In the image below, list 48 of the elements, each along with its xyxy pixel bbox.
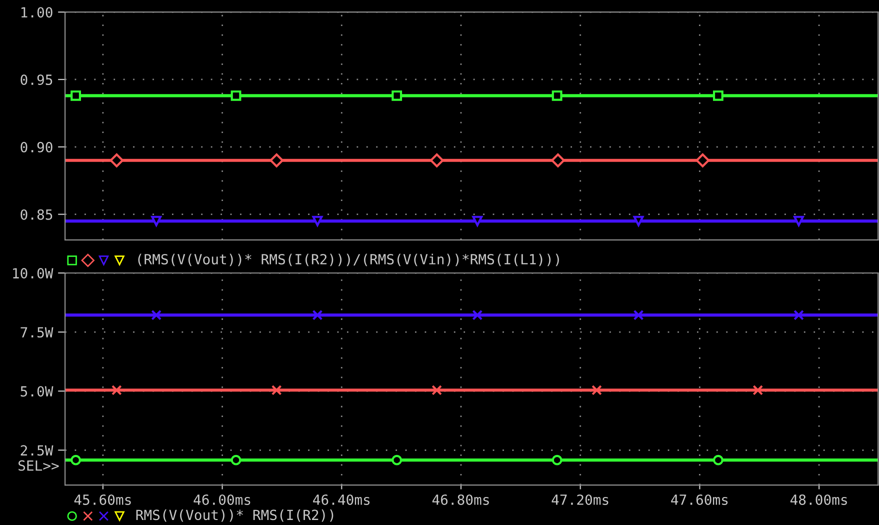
x-axis-title: (RMS(V(Vout))* RMS(I(R2)))/(RMS(V(Vin))*RMS(I(L1))) <box>138 254 559 266</box>
y-tick-label: 0.95 <box>20 74 52 85</box>
point <box>552 454 562 466</box>
point <box>633 216 644 226</box>
point <box>794 216 804 226</box>
y-tick-label: 2.5W <box>20 445 54 456</box>
point <box>432 384 442 396</box>
point <box>111 384 122 396</box>
y-tick-label: 10.0W <box>13 268 54 279</box>
point <box>752 384 764 396</box>
y-tick-label: 0.90 <box>20 142 52 152</box>
x-tick-label: 47.60ms <box>671 494 728 505</box>
point <box>151 310 162 320</box>
point <box>712 90 724 101</box>
point <box>151 216 162 226</box>
point <box>552 90 562 101</box>
point <box>312 310 323 320</box>
point <box>472 310 483 320</box>
point <box>551 153 565 168</box>
text: SEL>> <box>18 460 59 471</box>
x-tick-label: 46.00ms <box>194 494 250 505</box>
point <box>392 454 402 466</box>
y-tick-label: 7.5W <box>20 327 54 338</box>
x-tick-label: 45.60ms <box>74 494 131 505</box>
point <box>472 216 483 226</box>
y-tick-label: 1.00 <box>21 7 52 18</box>
point <box>712 454 724 466</box>
x-tick-label: 46.80ms <box>432 494 489 505</box>
point <box>70 90 81 101</box>
point <box>430 153 444 168</box>
point <box>270 153 284 168</box>
x-tick-label: 48.00ms <box>790 494 847 505</box>
point <box>230 454 242 466</box>
point <box>312 216 323 226</box>
point <box>592 384 602 396</box>
point <box>392 90 402 101</box>
point <box>110 153 124 168</box>
x-axis-title: RMS(V(Vout))* RMS(I(R2)) <box>136 509 334 522</box>
y-tick-label: 0.85 <box>20 209 52 220</box>
point <box>794 310 804 320</box>
x-tick-label: 46.40ms <box>313 494 370 505</box>
x-tick-label: 47.20ms <box>552 494 608 505</box>
point <box>271 384 282 396</box>
point <box>696 153 710 168</box>
point <box>633 310 644 320</box>
y-tick-label: 5.0W <box>20 386 54 397</box>
point <box>230 90 242 101</box>
point <box>70 454 81 466</box>
